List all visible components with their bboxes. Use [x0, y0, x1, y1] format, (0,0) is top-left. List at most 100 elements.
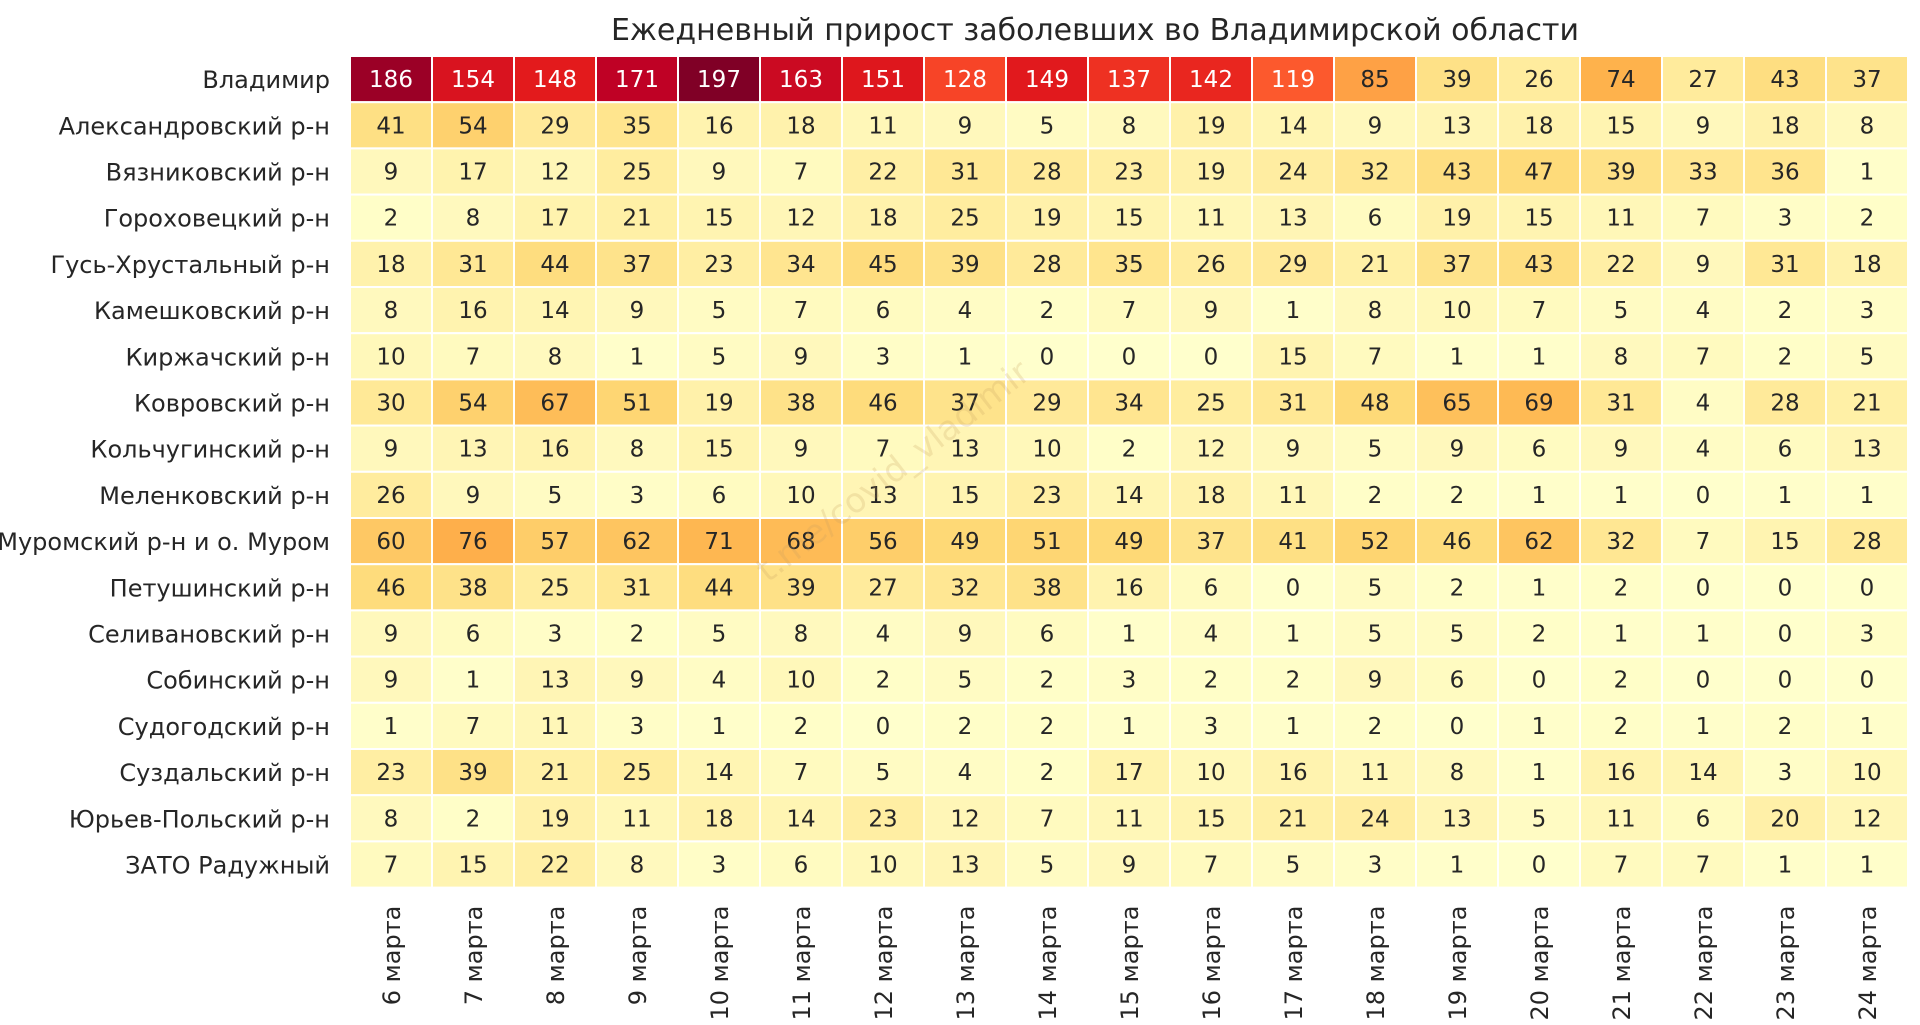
cell-value-label: 1: [1614, 483, 1629, 509]
cell-value-label: 31: [1278, 391, 1307, 417]
cell-value-label: 11: [1606, 806, 1635, 832]
cell-value-label: 0: [1696, 668, 1711, 694]
cell-value-label: 3: [1860, 622, 1875, 648]
cell-value-label: 163: [779, 67, 823, 93]
column-label: 7 марта: [460, 906, 488, 1006]
cell-value-label: 9: [958, 113, 973, 139]
cell-value-label: 57: [540, 529, 569, 555]
heatmap-cell: [1005, 563, 1089, 612]
heatmap-cell: [1497, 332, 1581, 381]
heatmap-cell: [1661, 517, 1745, 566]
cell-value-label: 1: [1860, 160, 1875, 186]
cell-value-label: 7: [794, 160, 809, 186]
cell-value-label: 186: [369, 67, 413, 93]
cell-value-label: 21: [540, 760, 569, 786]
cell-value-label: 15: [1196, 806, 1225, 832]
heatmap-cell: [1825, 286, 1909, 335]
heatmap-cell: [1005, 239, 1089, 289]
cell-value-label: 51: [1032, 529, 1061, 555]
heatmap-cell: [595, 193, 679, 242]
cell-value-label: 13: [1278, 206, 1307, 232]
heatmap-cell: [1497, 701, 1581, 750]
heatmap-cell: [1497, 517, 1581, 566]
cell-value-label: 13: [1852, 437, 1881, 463]
cell-value-label: 0: [1778, 668, 1793, 694]
heatmap-cell: [923, 424, 1007, 473]
heatmap-cell: [1415, 424, 1499, 473]
heatmap-cell: [1579, 147, 1663, 196]
heatmap-cell: [1333, 563, 1417, 612]
heatmap-cell: [431, 470, 515, 519]
cell-value-label: 3: [712, 853, 727, 879]
heatmap-cell: [1251, 332, 1335, 381]
heatmap-cell: [1743, 609, 1827, 658]
cell-value-label: 8: [1368, 298, 1383, 324]
cell-value-label: 31: [622, 575, 651, 601]
cell-value-label: 1: [1860, 483, 1875, 509]
cell-value-label: 12: [1852, 806, 1881, 832]
cell-value-label: 4: [958, 298, 973, 324]
cell-value-label: 21: [1852, 391, 1881, 417]
heatmap-cell: [841, 147, 925, 196]
cell-value-label: 3: [1122, 668, 1137, 694]
row-label: Собинский р-н: [146, 667, 330, 695]
cell-value-label: 48: [1360, 391, 1389, 417]
cell-value-label: 2: [1368, 483, 1383, 509]
cell-value-label: 2: [1778, 714, 1793, 740]
cell-value-label: 13: [950, 437, 979, 463]
cell-value-label: 3: [1368, 853, 1383, 879]
cell-value-label: 54: [458, 113, 487, 139]
row-label: Александровский р-н: [59, 112, 330, 140]
cell-value-label: 8: [794, 622, 809, 648]
cell-value-label: 28: [1032, 252, 1061, 278]
cell-value-label: 5: [1286, 853, 1301, 879]
cell-value-label: 25: [622, 760, 651, 786]
heatmap-cell: [1743, 147, 1827, 196]
heatmap-cell: [759, 378, 843, 427]
cell-value-label: 41: [376, 113, 405, 139]
cell-value-label: 0: [1450, 714, 1465, 740]
heatmap-cell: [1661, 147, 1745, 196]
heatmap-cell: [1087, 424, 1171, 473]
cell-value-label: 29: [1278, 252, 1307, 278]
cell-value-label: 1: [466, 668, 481, 694]
cell-value-label: 2: [794, 714, 809, 740]
cell-value-label: 6: [794, 853, 809, 879]
heatmap-cell: [513, 286, 597, 335]
cell-value-label: 15: [1524, 206, 1553, 232]
cell-value-label: 6: [1204, 575, 1219, 601]
heatmap-cell: [595, 840, 679, 889]
cell-value-label: 148: [533, 67, 577, 93]
heatmap-cell: [349, 55, 433, 104]
cell-value-label: 21: [1360, 252, 1389, 278]
heatmap-cell: [841, 794, 925, 843]
cell-value-label: 9: [384, 622, 399, 648]
heatmap-cell: [1333, 470, 1417, 519]
cell-value-label: 1: [1286, 714, 1301, 740]
cell-value-label: 46: [1442, 529, 1471, 555]
cell-value-label: 4: [1696, 391, 1711, 417]
cell-value-label: 15: [1278, 344, 1307, 370]
cell-value-label: 7: [794, 760, 809, 786]
cell-value-label: 22: [540, 853, 569, 879]
heatmap-cell: [349, 470, 433, 519]
heatmap-cell: [1415, 840, 1499, 889]
cell-value-label: 7: [1122, 298, 1137, 324]
cell-value-label: 7: [466, 344, 481, 370]
cell-value-label: 10: [1196, 760, 1225, 786]
cell-value-label: 18: [376, 252, 405, 278]
cell-value-label: 3: [1778, 206, 1793, 232]
cell-value-label: 13: [1442, 113, 1471, 139]
cell-value-label: 171: [615, 67, 659, 93]
cell-value-label: 28: [1032, 160, 1061, 186]
heatmap-cell: [1579, 378, 1663, 427]
row-label: Вязниковский р-н: [106, 159, 330, 187]
cell-value-label: 74: [1606, 67, 1635, 93]
heatmap-cell: [431, 840, 515, 889]
heatmap-cells: 186 154 148 171 197 163 151 128 149 137 142 119 85 39…: [349, 55, 1909, 889]
cell-value-label: 37: [950, 391, 979, 417]
cell-value-label: 0: [1204, 344, 1219, 370]
heatmap-cell: [759, 424, 843, 473]
cell-value-label: 13: [540, 668, 569, 694]
cell-value-label: 9: [630, 668, 645, 694]
